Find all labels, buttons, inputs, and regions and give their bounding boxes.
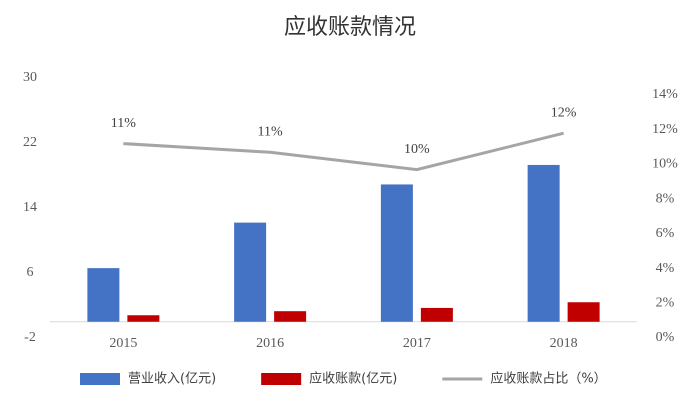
value-label: 12%	[551, 105, 577, 120]
legend-label: 应收账款(亿元)	[309, 371, 397, 387]
bar	[234, 222, 267, 322]
y2-tick-label: 6%	[656, 226, 675, 241]
legend-label: 营业收入(亿元)	[128, 372, 216, 387]
y-tick-label: 30	[23, 70, 37, 85]
y2-tick-label: 4%	[656, 261, 675, 276]
bar	[274, 311, 307, 322]
bar	[380, 184, 413, 322]
y2-tick-label: 10%	[652, 157, 678, 172]
value-label: 10%	[404, 142, 430, 157]
x-tick-label: 2017	[403, 336, 431, 351]
y-tick-label: -2	[24, 330, 36, 345]
y2-tick-label: 2%	[656, 296, 675, 311]
bar	[87, 268, 120, 322]
y-tick-label: 14	[23, 200, 37, 215]
y2-tick-label: 8%	[656, 191, 675, 206]
legend-label: 应收账款占比（%）	[490, 371, 606, 387]
y2-tick-label: 14%	[652, 87, 678, 102]
bar	[527, 164, 560, 322]
bar	[567, 302, 600, 322]
legend-swatch	[261, 373, 302, 385]
bar	[127, 315, 160, 322]
chart-title: 应收账款情况	[284, 15, 416, 40]
y2-tick-label: 12%	[652, 122, 678, 137]
value-label: 11%	[258, 124, 283, 139]
x-tick-label: 2016	[256, 336, 284, 351]
x-tick-label: 2018	[550, 336, 578, 351]
y2-tick-label: 0%	[656, 330, 675, 345]
x-tick-label: 2015	[109, 336, 137, 351]
bar	[420, 307, 453, 322]
y-tick-label: 6	[27, 265, 34, 280]
line	[123, 131, 564, 172]
y-tick-label: 22	[23, 135, 37, 150]
legend-swatch	[80, 373, 120, 385]
value-label: 11%	[111, 116, 136, 131]
